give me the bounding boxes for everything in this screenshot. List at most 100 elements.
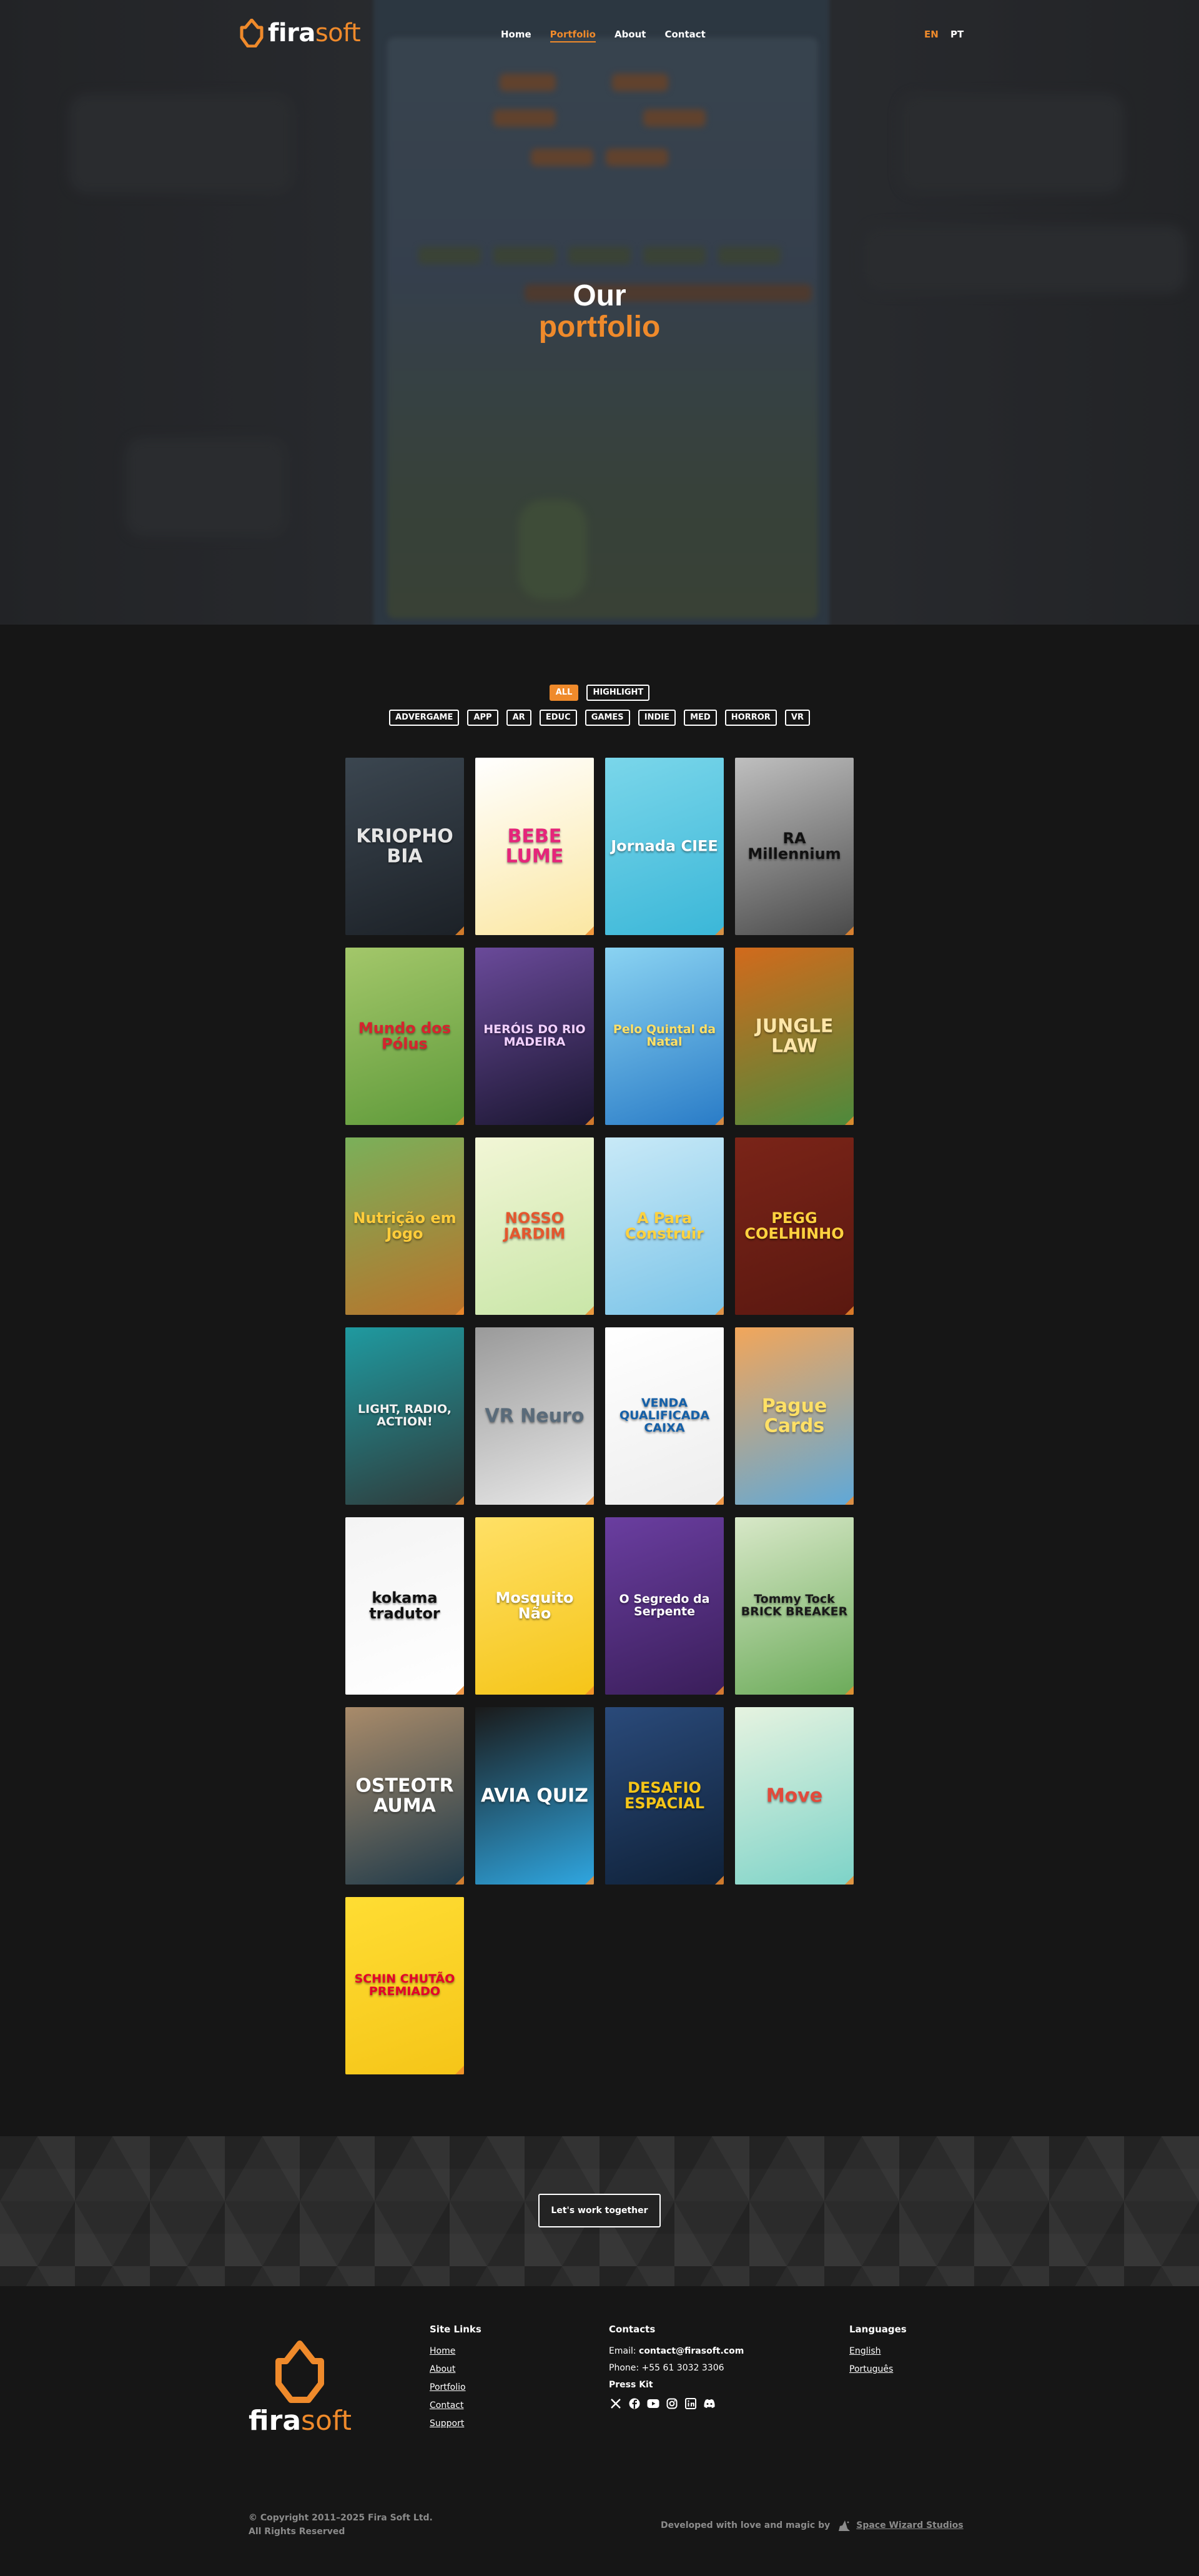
logo-name-part2: soft (315, 19, 361, 47)
studio-link[interactable]: Space Wizard Studios (856, 2520, 964, 2530)
discord-icon[interactable] (703, 2397, 716, 2410)
page-title: Our portfolio (0, 281, 1199, 342)
portfolio-card[interactable]: A Para Construir (605, 1137, 724, 1315)
card-corner-badge (585, 1686, 594, 1695)
bg-pill (612, 74, 668, 91)
portfolio-card[interactable]: LIGHT, RADIO, ACTION! (345, 1327, 464, 1505)
linkedin-icon[interactable] (684, 2397, 698, 2410)
portfolio-card[interactable]: VENDA QUALIFICADA CAIXA (605, 1327, 724, 1505)
portfolio-card[interactable]: Mosquito Não (475, 1517, 594, 1695)
main-menu: Home Portfolio About Contact (501, 29, 724, 42)
bg-blur-shape (69, 94, 294, 194)
portfolio-card[interactable]: Move (735, 1707, 854, 1885)
press-kit-link[interactable]: Press Kit (609, 2380, 744, 2390)
filter-indie[interactable]: INDIE (638, 710, 676, 726)
x-icon[interactable] (609, 2397, 623, 2410)
filter-highlight[interactable]: HIGHLIGHT (586, 685, 650, 701)
footer-lang-portugues[interactable]: Português (849, 2364, 894, 2374)
filter-ar[interactable]: AR (506, 710, 531, 726)
nav-home[interactable]: Home (501, 29, 531, 40)
bg-pill (643, 109, 706, 127)
portfolio-card[interactable]: Jornada CIEE (605, 758, 724, 935)
footer-link-contact[interactable]: Contact (430, 2400, 464, 2410)
portfolio-card[interactable]: O Segredo da Serpente (605, 1517, 724, 1695)
portfolio-card[interactable]: RA Millennium (735, 758, 854, 935)
card-corner-badge (845, 926, 854, 935)
portfolio-card[interactable]: JUNGLE LAW (735, 948, 854, 1125)
filter-all[interactable]: ALL (549, 685, 579, 701)
filter-educ[interactable]: EDUC (539, 710, 577, 726)
instagram-icon[interactable] (665, 2397, 679, 2410)
portfolio-card[interactable]: BEBE LUME (475, 758, 594, 935)
work-together-button[interactable]: Let's work together (538, 2194, 661, 2227)
filter-row-primary: ALL HIGHLIGHT (0, 685, 1199, 701)
site-logo[interactable]: firasoft (239, 19, 361, 47)
portfolio-card-title: kokama tradutor (369, 1588, 440, 1622)
footer-logo[interactable]: firasoft (249, 2339, 352, 2437)
portfolio-card[interactable]: NOSSO JARDIM (475, 1137, 594, 1315)
portfolio-card[interactable]: Pelo Quintal da Natal (605, 948, 724, 1125)
language-switcher: EN PT (924, 29, 972, 40)
portfolio-card[interactable]: OSTEOTRAUMA (345, 1707, 464, 1885)
portfolio-card[interactable]: VR Neuro (475, 1327, 594, 1505)
footer-contacts: Contacts Email: contact@firasoft.com Pho… (609, 2324, 744, 2410)
filter-horror[interactable]: HORROR (724, 710, 777, 726)
card-corner-badge (845, 1306, 854, 1315)
bg-character (518, 500, 587, 600)
lang-pt[interactable]: PT (950, 29, 964, 40)
portfolio-card-title: BEBE LUME (505, 825, 564, 867)
nav-portfolio[interactable]: Portfolio (550, 29, 596, 42)
card-corner-badge (715, 1876, 724, 1885)
portfolio-card[interactable]: kokama tradutor (345, 1517, 464, 1695)
bg-screen-shape (387, 37, 818, 618)
portfolio-card[interactable]: Mundo dos Pólus (345, 948, 464, 1125)
filter-advergame[interactable]: ADVERGAME (389, 710, 460, 726)
card-corner-badge (585, 926, 594, 935)
card-corner-badge (585, 1876, 594, 1885)
card-corner-badge (585, 1116, 594, 1125)
portfolio-card[interactable]: Pague Cards (735, 1327, 854, 1505)
portfolio-card[interactable]: SCHIN CHUTÃO PREMIADO (345, 1897, 464, 2074)
portfolio-card-title: DESAFIO ESPACIAL (624, 1778, 705, 1812)
contact-email[interactable]: contact@firasoft.com (639, 2346, 744, 2356)
portfolio-card-title: O Segredo da Serpente (619, 1592, 710, 1618)
portfolio-card[interactable]: HERÓIS DO RIO MADEIRA (475, 948, 594, 1125)
portfolio-card[interactable]: DESAFIO ESPACIAL (605, 1707, 724, 1885)
footer-link-portfolio[interactable]: Portfolio (430, 2382, 466, 2392)
portfolio-card[interactable]: Tommy Tock BRICK BREAKER (735, 1517, 854, 1695)
filter-med[interactable]: MED (684, 710, 717, 726)
bg-tile (493, 247, 556, 264)
bg-tile (643, 247, 706, 264)
footer-link-home[interactable]: Home (430, 2346, 456, 2356)
email-label: Email: (609, 2346, 636, 2356)
nav-contact[interactable]: Contact (664, 29, 706, 40)
contact-email-line: Email: contact@firasoft.com (609, 2346, 744, 2356)
page-title-line1: Our (573, 279, 626, 312)
card-corner-badge (455, 1876, 464, 1885)
portfolio-card-title: JUNGLE LAW (755, 1015, 834, 1057)
bg-tile (718, 247, 781, 264)
facebook-icon[interactable] (628, 2397, 641, 2410)
phone-label: Phone: (609, 2363, 639, 2373)
page-title-line2: portfolio (538, 310, 661, 344)
filter-games[interactable]: GAMES (585, 710, 630, 726)
portfolio-card[interactable]: PEGG COELHINHO (735, 1137, 854, 1315)
filter-app[interactable]: APP (467, 710, 498, 726)
footer-lang-english[interactable]: English (849, 2346, 881, 2356)
portfolio-card-title: Mundo dos Pólus (358, 1019, 451, 1053)
portfolio-card[interactable]: KRIOPHOBIA (345, 758, 464, 935)
portfolio-card[interactable]: Nutrição em Jogo (345, 1137, 464, 1315)
portfolio-card[interactable]: AVIA QUIZ (475, 1707, 594, 1885)
footer-link-support[interactable]: Support (430, 2419, 465, 2429)
filter-row-categories: ADVERGAME APP AR EDUC GAMES INDIE MED HO… (0, 710, 1199, 726)
filter-vr[interactable]: VR (784, 710, 810, 726)
lang-en[interactable]: EN (924, 29, 939, 40)
youtube-icon[interactable] (646, 2397, 660, 2410)
footer-link-about[interactable]: About (430, 2364, 456, 2374)
logo-flame-icon (240, 19, 264, 47)
copyright: © Copyright 2011–2025 Fira Soft Ltd. All… (249, 2511, 433, 2539)
footer-logo-name-part2: soft (301, 2405, 351, 2432)
portfolio-card-title: A Para Construir (625, 1209, 704, 1242)
card-corner-badge (455, 1306, 464, 1315)
nav-about[interactable]: About (614, 29, 646, 40)
